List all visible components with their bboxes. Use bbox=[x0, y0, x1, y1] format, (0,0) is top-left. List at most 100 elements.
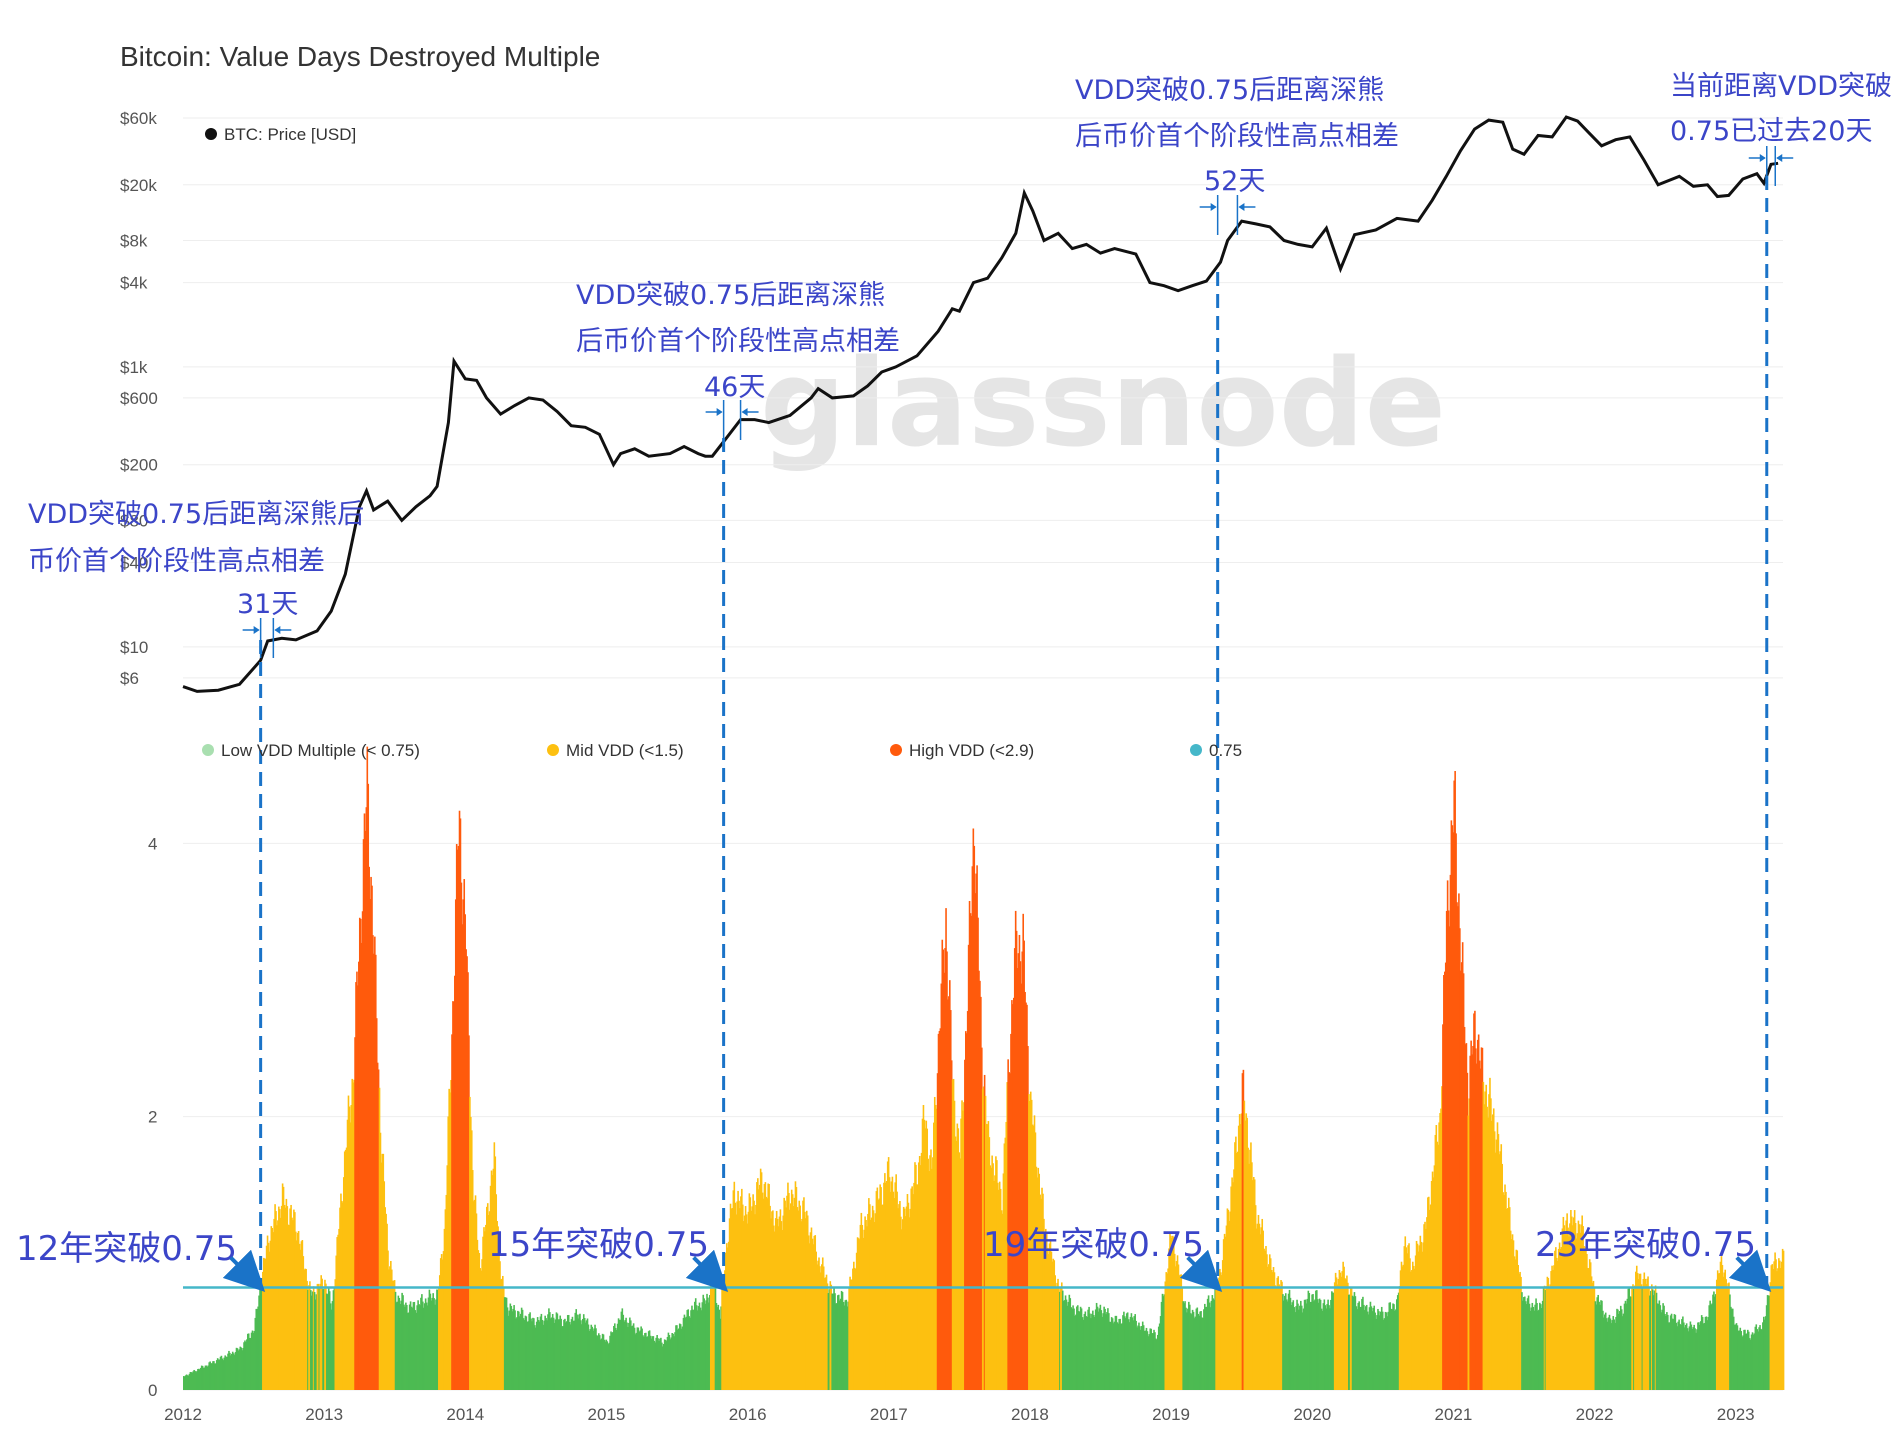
vdd-bar bbox=[530, 1318, 532, 1390]
vdd-bar bbox=[909, 1208, 912, 1390]
vdd-bar bbox=[1234, 1142, 1236, 1390]
vdd-bar bbox=[1005, 1121, 1008, 1390]
x-tick-label: 2015 bbox=[588, 1405, 626, 1424]
vdd-bar bbox=[1720, 1256, 1723, 1390]
vdd-bar bbox=[1429, 1204, 1432, 1390]
vdd-bar bbox=[923, 1119, 926, 1390]
vdd-bar bbox=[813, 1235, 816, 1390]
vdd-bar bbox=[270, 1226, 273, 1390]
bracket-right-head bbox=[741, 408, 748, 416]
vdd-bar bbox=[789, 1209, 791, 1390]
vdd-bar bbox=[1297, 1303, 1299, 1390]
vdd-bar bbox=[1012, 997, 1015, 1390]
vdd-bar bbox=[273, 1218, 275, 1390]
vdd-bar bbox=[1127, 1319, 1130, 1390]
vdd-bar bbox=[550, 1318, 552, 1390]
vdd-bar bbox=[452, 1001, 454, 1390]
vdd-bar bbox=[526, 1321, 529, 1390]
vdd-bar bbox=[276, 1225, 278, 1390]
vdd-bar bbox=[781, 1230, 784, 1390]
vdd-bar bbox=[854, 1269, 857, 1390]
vdd-bar bbox=[899, 1200, 901, 1390]
vdd-bar bbox=[305, 1268, 307, 1390]
vdd-bar bbox=[1198, 1315, 1200, 1390]
vdd-bar bbox=[864, 1216, 866, 1390]
vdd-bar bbox=[1633, 1289, 1635, 1390]
vdd-bar bbox=[1108, 1313, 1110, 1390]
vdd-bar bbox=[1649, 1295, 1651, 1390]
vdd-bar bbox=[1142, 1325, 1145, 1390]
vdd-bar bbox=[1643, 1272, 1646, 1390]
vdd-bar bbox=[794, 1181, 797, 1390]
vdd-bar bbox=[1377, 1308, 1379, 1390]
vdd-bar bbox=[914, 1162, 916, 1390]
vdd-bar bbox=[866, 1226, 868, 1390]
vdd-bar bbox=[1704, 1316, 1707, 1390]
vdd-bar bbox=[865, 1219, 867, 1390]
vdd-bar bbox=[1243, 1100, 1246, 1390]
vdd-bar bbox=[1220, 1272, 1222, 1390]
vdd-bar bbox=[386, 1223, 388, 1390]
vdd-bar bbox=[1615, 1316, 1617, 1390]
vdd-bar bbox=[933, 1096, 936, 1390]
vdd-bar bbox=[1006, 1082, 1009, 1390]
vdd-bar bbox=[222, 1360, 225, 1390]
vdd-bar bbox=[229, 1352, 231, 1390]
vdd-bar bbox=[747, 1211, 750, 1390]
vdd-bar bbox=[1171, 1237, 1173, 1390]
vdd-bar bbox=[275, 1211, 277, 1390]
vdd-bar bbox=[744, 1206, 747, 1390]
vdd-bar bbox=[1424, 1221, 1426, 1390]
vdd-bar bbox=[260, 1290, 262, 1390]
vdd-bar bbox=[773, 1225, 775, 1390]
vdd-bar bbox=[213, 1361, 215, 1390]
vdd-bar bbox=[409, 1301, 412, 1390]
vdd-bar bbox=[1478, 1060, 1481, 1390]
vdd-bar bbox=[1471, 1054, 1473, 1390]
watermark: glassnode bbox=[760, 335, 1446, 474]
vdd-bar bbox=[1495, 1139, 1498, 1390]
vdd-bar bbox=[1624, 1300, 1627, 1390]
vdd-bar bbox=[999, 1188, 1002, 1390]
vdd-bar bbox=[1326, 1304, 1328, 1390]
annotation-2023-line2: 0.75已过去20天 bbox=[1670, 116, 1872, 147]
vdd-bar bbox=[473, 1199, 476, 1390]
vdd-bar bbox=[1163, 1294, 1166, 1390]
vdd-bar bbox=[1291, 1302, 1294, 1390]
vdd-bar bbox=[442, 1251, 445, 1390]
vdd-bar bbox=[1731, 1308, 1733, 1390]
vdd-bar bbox=[1648, 1286, 1650, 1390]
vdd-bar bbox=[1387, 1311, 1390, 1390]
vdd-bar bbox=[1098, 1308, 1101, 1390]
vdd-bar bbox=[571, 1316, 574, 1390]
vdd-bar bbox=[1296, 1299, 1298, 1390]
vdd-bar bbox=[774, 1218, 777, 1390]
vdd-bar bbox=[454, 899, 457, 1390]
vdd-bar bbox=[940, 983, 943, 1390]
vdd-bar bbox=[731, 1208, 734, 1390]
vdd-bar bbox=[1328, 1305, 1330, 1390]
vdd-bar bbox=[1743, 1329, 1745, 1390]
vdd-bar bbox=[1536, 1303, 1538, 1390]
vdd-bar bbox=[764, 1182, 767, 1390]
vdd-bar bbox=[689, 1317, 691, 1390]
vdd-bar bbox=[1620, 1309, 1623, 1390]
vdd-bar bbox=[1546, 1276, 1549, 1390]
vdd-bar bbox=[1725, 1279, 1727, 1390]
vdd-bar bbox=[776, 1218, 779, 1390]
vdd-bar bbox=[1262, 1230, 1264, 1390]
vdd-bar bbox=[1548, 1286, 1551, 1390]
vdd-bar bbox=[1056, 1282, 1058, 1390]
vdd-bar bbox=[1218, 1277, 1220, 1390]
vdd-bar bbox=[741, 1204, 744, 1390]
vdd-bar bbox=[812, 1244, 815, 1390]
vdd-bar bbox=[1658, 1300, 1661, 1390]
vdd-bar bbox=[424, 1298, 427, 1390]
vdd-bar bbox=[1706, 1320, 1709, 1390]
vdd-bar bbox=[766, 1198, 769, 1390]
vdd-bar bbox=[403, 1304, 405, 1390]
vdd-bar bbox=[495, 1194, 498, 1390]
vdd-bar bbox=[1205, 1306, 1208, 1390]
vdd-bar bbox=[1299, 1305, 1301, 1390]
vdd-bar bbox=[950, 1060, 953, 1390]
